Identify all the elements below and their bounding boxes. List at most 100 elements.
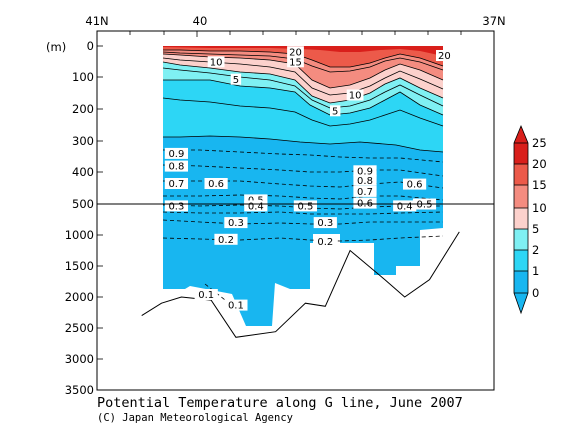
contour-line-20: [163, 49, 444, 68]
contour-label-box: [287, 56, 304, 68]
contour-label-text: 0.1: [198, 290, 214, 301]
contour-label: 20: [287, 46, 304, 58]
bottom-topography-line: [141, 231, 460, 338]
contour-label: 0.9: [164, 147, 188, 160]
contour-label-text: 15: [289, 57, 302, 68]
contour-label: 15: [287, 56, 304, 68]
colorbar-label: 25: [532, 136, 547, 150]
contour-label-box: [353, 197, 377, 209]
contour-label-text: 10: [210, 57, 223, 68]
contour-label-text: 0.6: [407, 180, 423, 191]
colorbar-bottom-triangle: [514, 293, 528, 313]
contour-label-text: 0.2: [317, 237, 333, 248]
contour-label-text: 0.1: [228, 301, 244, 312]
colorbar-swatch-5-10: [514, 208, 528, 229]
contour-label: 0.4: [244, 200, 268, 213]
colorbar-top-triangle: [514, 126, 528, 143]
y-axis-unit: (m): [46, 40, 66, 54]
y-axis-ticks: [97, 45, 103, 360]
contour-label-box: [224, 217, 248, 229]
contour-label-text: 0.9: [168, 149, 184, 160]
chart-credit: (C) Japan Meteorological Agency: [97, 412, 293, 424]
contour-label-text: 5: [332, 106, 338, 117]
contour-line-1: [163, 135, 444, 153]
contour-label-text: 20: [289, 47, 302, 58]
contour-label: 0.7: [164, 178, 188, 190]
contour-label-text: 10: [349, 91, 362, 102]
contour-label-text: 20: [438, 51, 451, 62]
contour-label-box: [353, 165, 377, 177]
contour-label: 20: [436, 50, 453, 62]
colorbar-swatch-15-20: [514, 164, 528, 185]
contour-label-box: [224, 299, 248, 311]
contour-label-text: 0.4: [248, 202, 264, 213]
colorbar-label: 1: [532, 264, 539, 278]
contour-label: 0.3: [224, 217, 248, 229]
contour-label-text: 0.3: [228, 218, 244, 229]
contour-line-0-6: [163, 194, 444, 201]
contour-line-2: [162, 97, 444, 127]
contour-line-0-9: [163, 149, 444, 163]
y-tick-label: 2000: [65, 290, 94, 304]
contour-label: 0.6: [403, 178, 427, 191]
colorbar-swatch-2-5: [514, 229, 528, 250]
contour-label: 0.6: [204, 178, 228, 190]
contour-label-box: [164, 200, 188, 212]
colorbar: [513, 124, 529, 315]
contour-label-text: 0.2: [218, 235, 234, 246]
contour-label: 5: [230, 73, 242, 86]
contour-label-text: 0.7: [168, 179, 184, 190]
contour-label-box: [313, 235, 337, 247]
colorbar-label: 10: [532, 201, 547, 215]
contour-label: 0.1: [194, 289, 218, 301]
x-tick-label-41n: 41N: [85, 14, 108, 28]
bottom-profile-polyline: [141, 231, 460, 338]
y-tick-label: 200: [72, 102, 94, 116]
plot-frame: [96, 30, 495, 391]
contour-label: 0.5: [293, 200, 317, 213]
contour-label: 0.7: [353, 185, 377, 198]
colorbar-label: 20: [532, 157, 547, 171]
section-fill: [162, 46, 444, 326]
y-tick-label: 100: [72, 70, 94, 84]
contour-label-box: [164, 160, 188, 172]
contour-label: 0.2: [313, 235, 337, 248]
contour-label: 10: [346, 89, 364, 102]
contour-label-box: [207, 56, 225, 68]
y-tick-label: 1500: [65, 259, 94, 273]
contour-line-0-4: [162, 211, 444, 215]
y-tick-label: 3000: [65, 352, 94, 366]
contour-label-box: [164, 147, 188, 159]
contour-label-box: [230, 73, 242, 85]
contour-label: 0.1: [224, 299, 248, 312]
contour-label-text: 5: [233, 75, 239, 86]
contour-line-10: [162, 61, 444, 104]
contour-label-text: 0.9: [357, 166, 373, 177]
contour-label: 0.3: [313, 217, 337, 229]
colorbar-label: 5: [532, 222, 539, 236]
contour-label-box: [330, 105, 341, 117]
contour-label: 0.5: [412, 198, 437, 211]
x-tick-label-37n: 37N: [482, 14, 505, 28]
colorbar-swatch-0-1: [514, 271, 528, 293]
contour-label: 0.2: [214, 233, 238, 246]
contour-label: 0.3: [164, 200, 188, 213]
contour-label-box: [194, 289, 218, 300]
contour-label: 5: [330, 105, 341, 117]
y-tick-label: 400: [72, 165, 94, 179]
contour-label-box: [436, 50, 453, 61]
contour-label-box: [403, 178, 427, 190]
contour-label-box: [244, 200, 268, 212]
contour-label: 0.8: [164, 160, 188, 173]
y-tick-label: 0: [87, 39, 94, 53]
contour-line-0-2: [162, 235, 444, 242]
y-tick-label: 300: [72, 134, 94, 148]
contour-label-box: [204, 178, 228, 189]
contour-label-box: [353, 185, 377, 197]
contour-label: 10: [207, 56, 225, 68]
colorbar-swatch-10-15: [514, 185, 528, 208]
contour-label-box: [287, 46, 304, 58]
contour-label-box: [244, 194, 268, 206]
contour-line-18: [162, 51, 444, 73]
contour-label-box: [393, 200, 417, 212]
